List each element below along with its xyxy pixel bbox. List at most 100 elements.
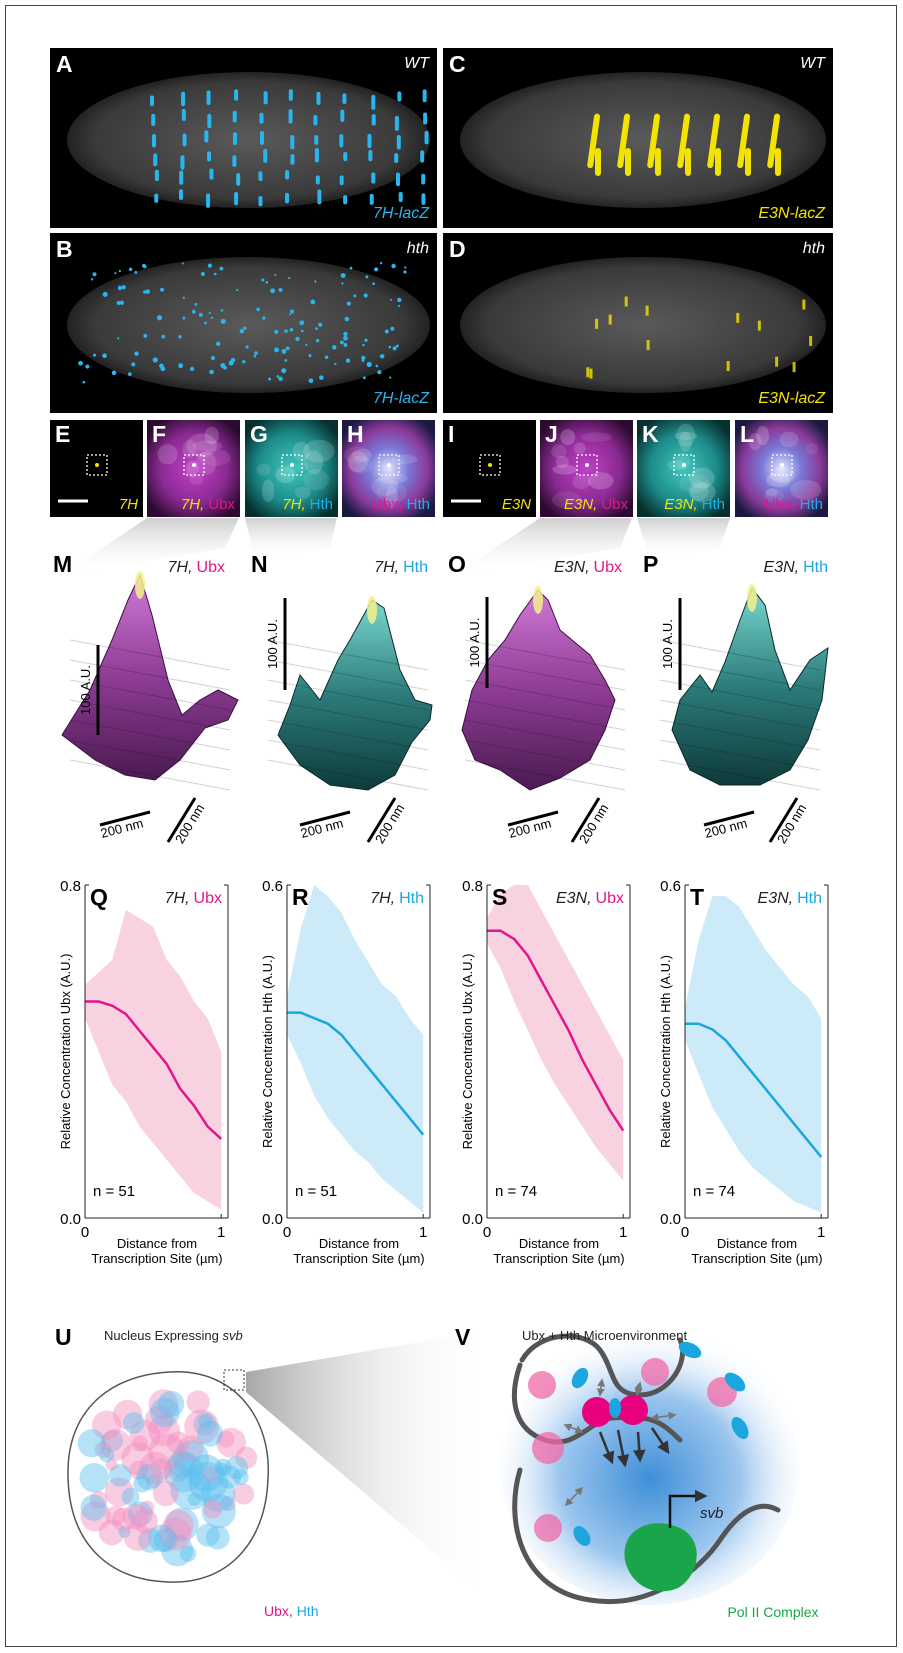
expression-spot [154, 169, 159, 182]
expression-spot [152, 357, 158, 363]
transcription-site [387, 463, 391, 467]
arrow [564, 1486, 584, 1507]
expression-spot [288, 89, 293, 101]
expression-spot [178, 363, 184, 369]
hth-cluster [127, 1501, 153, 1527]
expression-spot [210, 355, 216, 361]
expression-stripe [685, 148, 691, 176]
texture [385, 485, 398, 509]
mesh-line [69, 759, 231, 791]
texture [679, 473, 710, 493]
expression-spot [324, 355, 329, 359]
x-axis-label: Transcription Site (µm) [691, 1251, 822, 1266]
expression-spot [234, 192, 239, 206]
mean-line [487, 929, 625, 1132]
label-part: E3N [502, 496, 531, 513]
expression-spot [102, 291, 108, 297]
z-scale-label: 100 A.U. [265, 619, 280, 669]
label-part: Ubx [601, 496, 628, 513]
hth-cluster [232, 1469, 249, 1486]
expression-spot [219, 266, 224, 271]
expression-spot [85, 364, 90, 369]
expression-spot [423, 112, 428, 125]
texture [679, 431, 692, 452]
texture [352, 448, 372, 462]
label-part: E3N, [664, 496, 697, 513]
expression-spot [154, 193, 159, 203]
ubx-cluster [105, 1505, 126, 1526]
hth-cluster [118, 1525, 131, 1538]
hth-cluster [179, 1545, 197, 1562]
zoom-wedge [246, 1330, 490, 1600]
texture [765, 487, 778, 497]
texture [198, 449, 231, 466]
expression-spot [239, 328, 244, 334]
mesh-line [659, 679, 821, 711]
expression-spot [209, 168, 214, 180]
mesh-line [464, 639, 626, 671]
expression-spot [315, 327, 318, 330]
hth-cluster [161, 1534, 194, 1567]
hth-cluster [193, 1412, 217, 1436]
expression-spot [362, 343, 365, 347]
expression-spot [232, 132, 237, 145]
expression-stripe [677, 113, 691, 169]
expression-spot [384, 329, 389, 334]
complex-label: Pol II Complex [727, 1604, 818, 1620]
ubx-cluster [94, 1441, 112, 1459]
expression-spot [93, 353, 97, 357]
embryo [67, 72, 430, 208]
expression-spot [206, 90, 211, 105]
expression-spot [208, 311, 211, 315]
y-tick-label: 0.8 [462, 878, 483, 895]
panel-letter: H [347, 421, 364, 447]
x-tick-label: 1 [217, 1224, 225, 1241]
expression-spot [263, 148, 268, 163]
ubx-cluster [112, 1399, 143, 1430]
embryo [460, 72, 826, 208]
expression-spot [161, 334, 166, 339]
reporter-label: E3N-lacZ [758, 205, 826, 222]
hth-cluster [198, 1414, 213, 1429]
title-protein: Ubx [596, 890, 624, 907]
ubx-cluster [220, 1495, 236, 1511]
legend-ubx: Ubx, [264, 1603, 293, 1619]
expression-spot [182, 316, 186, 320]
expression-spot [182, 296, 185, 299]
expression-spot [178, 189, 183, 201]
expression-spot [371, 94, 376, 110]
expression-spot [809, 335, 813, 346]
expression-spot [145, 289, 150, 294]
ubx-cluster [111, 1507, 136, 1532]
x-tick-label: 1 [419, 1224, 427, 1241]
expression-spot [646, 340, 650, 351]
ubx-cluster [184, 1409, 220, 1445]
ubx-molecule [641, 1358, 669, 1386]
expression-spot [258, 195, 263, 207]
expression-spot [395, 344, 399, 348]
expression-spot [365, 275, 369, 279]
chart-title: 7H, Hth [370, 890, 424, 907]
title-protein: Hth [803, 559, 828, 576]
texture [261, 479, 275, 503]
texture [573, 442, 586, 454]
expression-spot [265, 281, 269, 284]
expression-spot [261, 278, 265, 282]
texture [204, 426, 219, 445]
expression-spot [340, 273, 346, 279]
zoom-wedge [62, 518, 239, 575]
expression-spot [361, 355, 366, 361]
expression-spot [204, 321, 207, 325]
embryo-panels: A WT 7H-lacZ C WT E3N-lacZ B hth 7H-lacZ D hth E3N-… [50, 48, 833, 413]
expression-spot [397, 91, 402, 102]
confidence-band [287, 885, 424, 1213]
microenvironment-diagram: svb V Ubx + Hth Microenvironment Pol II … [455, 1324, 819, 1620]
ubx-molecule [532, 1432, 564, 1464]
channel-label: E3N, Ubx [564, 496, 629, 513]
channel-label: E3N, Hth [664, 496, 725, 513]
expression-spot [339, 340, 344, 345]
label-part: Hth [407, 496, 430, 513]
proteins [528, 1341, 749, 1546]
expression-spot [281, 348, 287, 354]
expression-spot [284, 359, 288, 362]
